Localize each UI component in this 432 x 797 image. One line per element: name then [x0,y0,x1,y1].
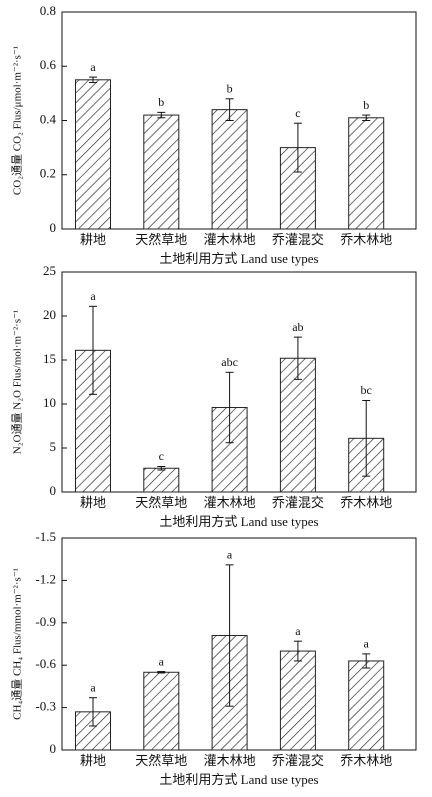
y-tick-label: -1.5 [35,529,56,544]
x-tick-label: 灌木林地 [204,232,256,247]
y-tick-label: -0.9 [35,614,56,629]
y-tick-label: -0.3 [35,699,56,714]
y-tick-label: 0.2 [40,166,56,181]
significance-letter: a [90,680,96,694]
bar [75,79,111,230]
y-tick-label: 0.6 [40,57,57,72]
significance-letter: b [158,95,164,109]
y-tick-label: 5 [50,439,57,454]
x-tick-label: 耕地 [80,232,106,247]
significance-letter: b [363,98,369,112]
significance-letter: ab [292,320,303,334]
y-tick-label: 0 [50,483,57,498]
y-tick-label: 25 [43,263,56,278]
y-axis-title: CO₂通量 CO₂ Flus/μmol·m⁻²·s⁻¹ [11,46,24,195]
bar [143,467,180,493]
y-tick-label: 20 [43,307,56,322]
y-tick-label: 0.4 [40,111,57,126]
y-tick-label: 0.8 [40,3,56,18]
y-axis-title: N₂O通量 N₂O Flus/mol·m⁻²·s⁻¹ [11,310,24,454]
significance-letter: abc [221,355,238,369]
x-tick-label: 乔灌混交 [272,753,324,768]
bar [211,109,248,230]
x-tick-label: 乔木林地 [340,232,392,247]
bar [348,117,385,230]
y-axis-title: CH₄通量 CH₄ Flus/mmol·m⁻²·s⁻¹ [11,568,24,720]
significance-letter: a [159,654,165,668]
bar [279,357,316,493]
y-tick-label: 15 [43,351,56,366]
x-axis-title: 土地利用方式 Land use types [159,772,318,787]
x-tick-label: 乔灌混交 [272,232,324,247]
x-tick-label: 天然草地 [135,753,187,768]
x-tick-label: 乔木林地 [340,753,392,768]
y-tick-label: -0.6 [35,656,56,671]
y-tick-label: 0 [50,741,57,756]
bar [279,650,316,751]
significance-letter: a [295,624,301,638]
y-tick-label: 0 [50,220,57,235]
x-axis-title: 土地利用方式 Land use types [159,514,318,529]
significance-letter: a [90,60,96,74]
bar [348,660,385,751]
x-axis-title: 土地利用方式 Land use types [159,251,318,266]
x-tick-label: 耕地 [80,495,106,510]
bar [143,114,180,230]
x-tick-label: 天然草地 [135,232,187,247]
significance-letter: a [227,548,233,562]
x-tick-label: 灌木林地 [204,495,256,510]
significance-letter: b [227,82,233,96]
y-tick-label: -1.2 [35,571,56,586]
bar [75,349,111,493]
x-tick-label: 天然草地 [135,495,187,510]
significance-letter: a [364,637,370,651]
y-tick-label: 10 [43,395,56,410]
x-tick-label: 灌木林地 [204,753,256,768]
significance-letter: c [159,449,164,463]
x-tick-label: 乔木林地 [340,495,392,510]
significance-letter: c [295,106,300,120]
bar [143,671,180,751]
significance-letter: bc [361,383,372,397]
x-tick-label: 耕地 [80,753,106,768]
x-tick-label: 乔灌混交 [272,495,324,510]
significance-letter: a [90,289,96,303]
